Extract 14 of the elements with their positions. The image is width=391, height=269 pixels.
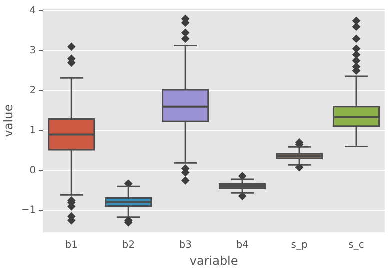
- x-tick-label: b4: [236, 240, 249, 252]
- y-tick-label: 0: [30, 165, 36, 176]
- y-axis-title: value: [1, 104, 16, 138]
- y-tick-label: 1: [30, 125, 36, 136]
- x-tick-label: s_p: [291, 240, 308, 252]
- y-tick-label: −1: [21, 205, 36, 216]
- x-tick-label: s_c: [348, 240, 364, 252]
- y-tick-label: 4: [30, 6, 36, 17]
- x-axis-title: variable: [190, 254, 238, 268]
- x-tick-label: b3: [179, 240, 192, 252]
- x-tick-label: b2: [122, 240, 135, 252]
- y-tick-label: 2: [30, 85, 36, 96]
- x-tick-label: b1: [65, 240, 78, 252]
- y-tick-label: 3: [30, 46, 36, 57]
